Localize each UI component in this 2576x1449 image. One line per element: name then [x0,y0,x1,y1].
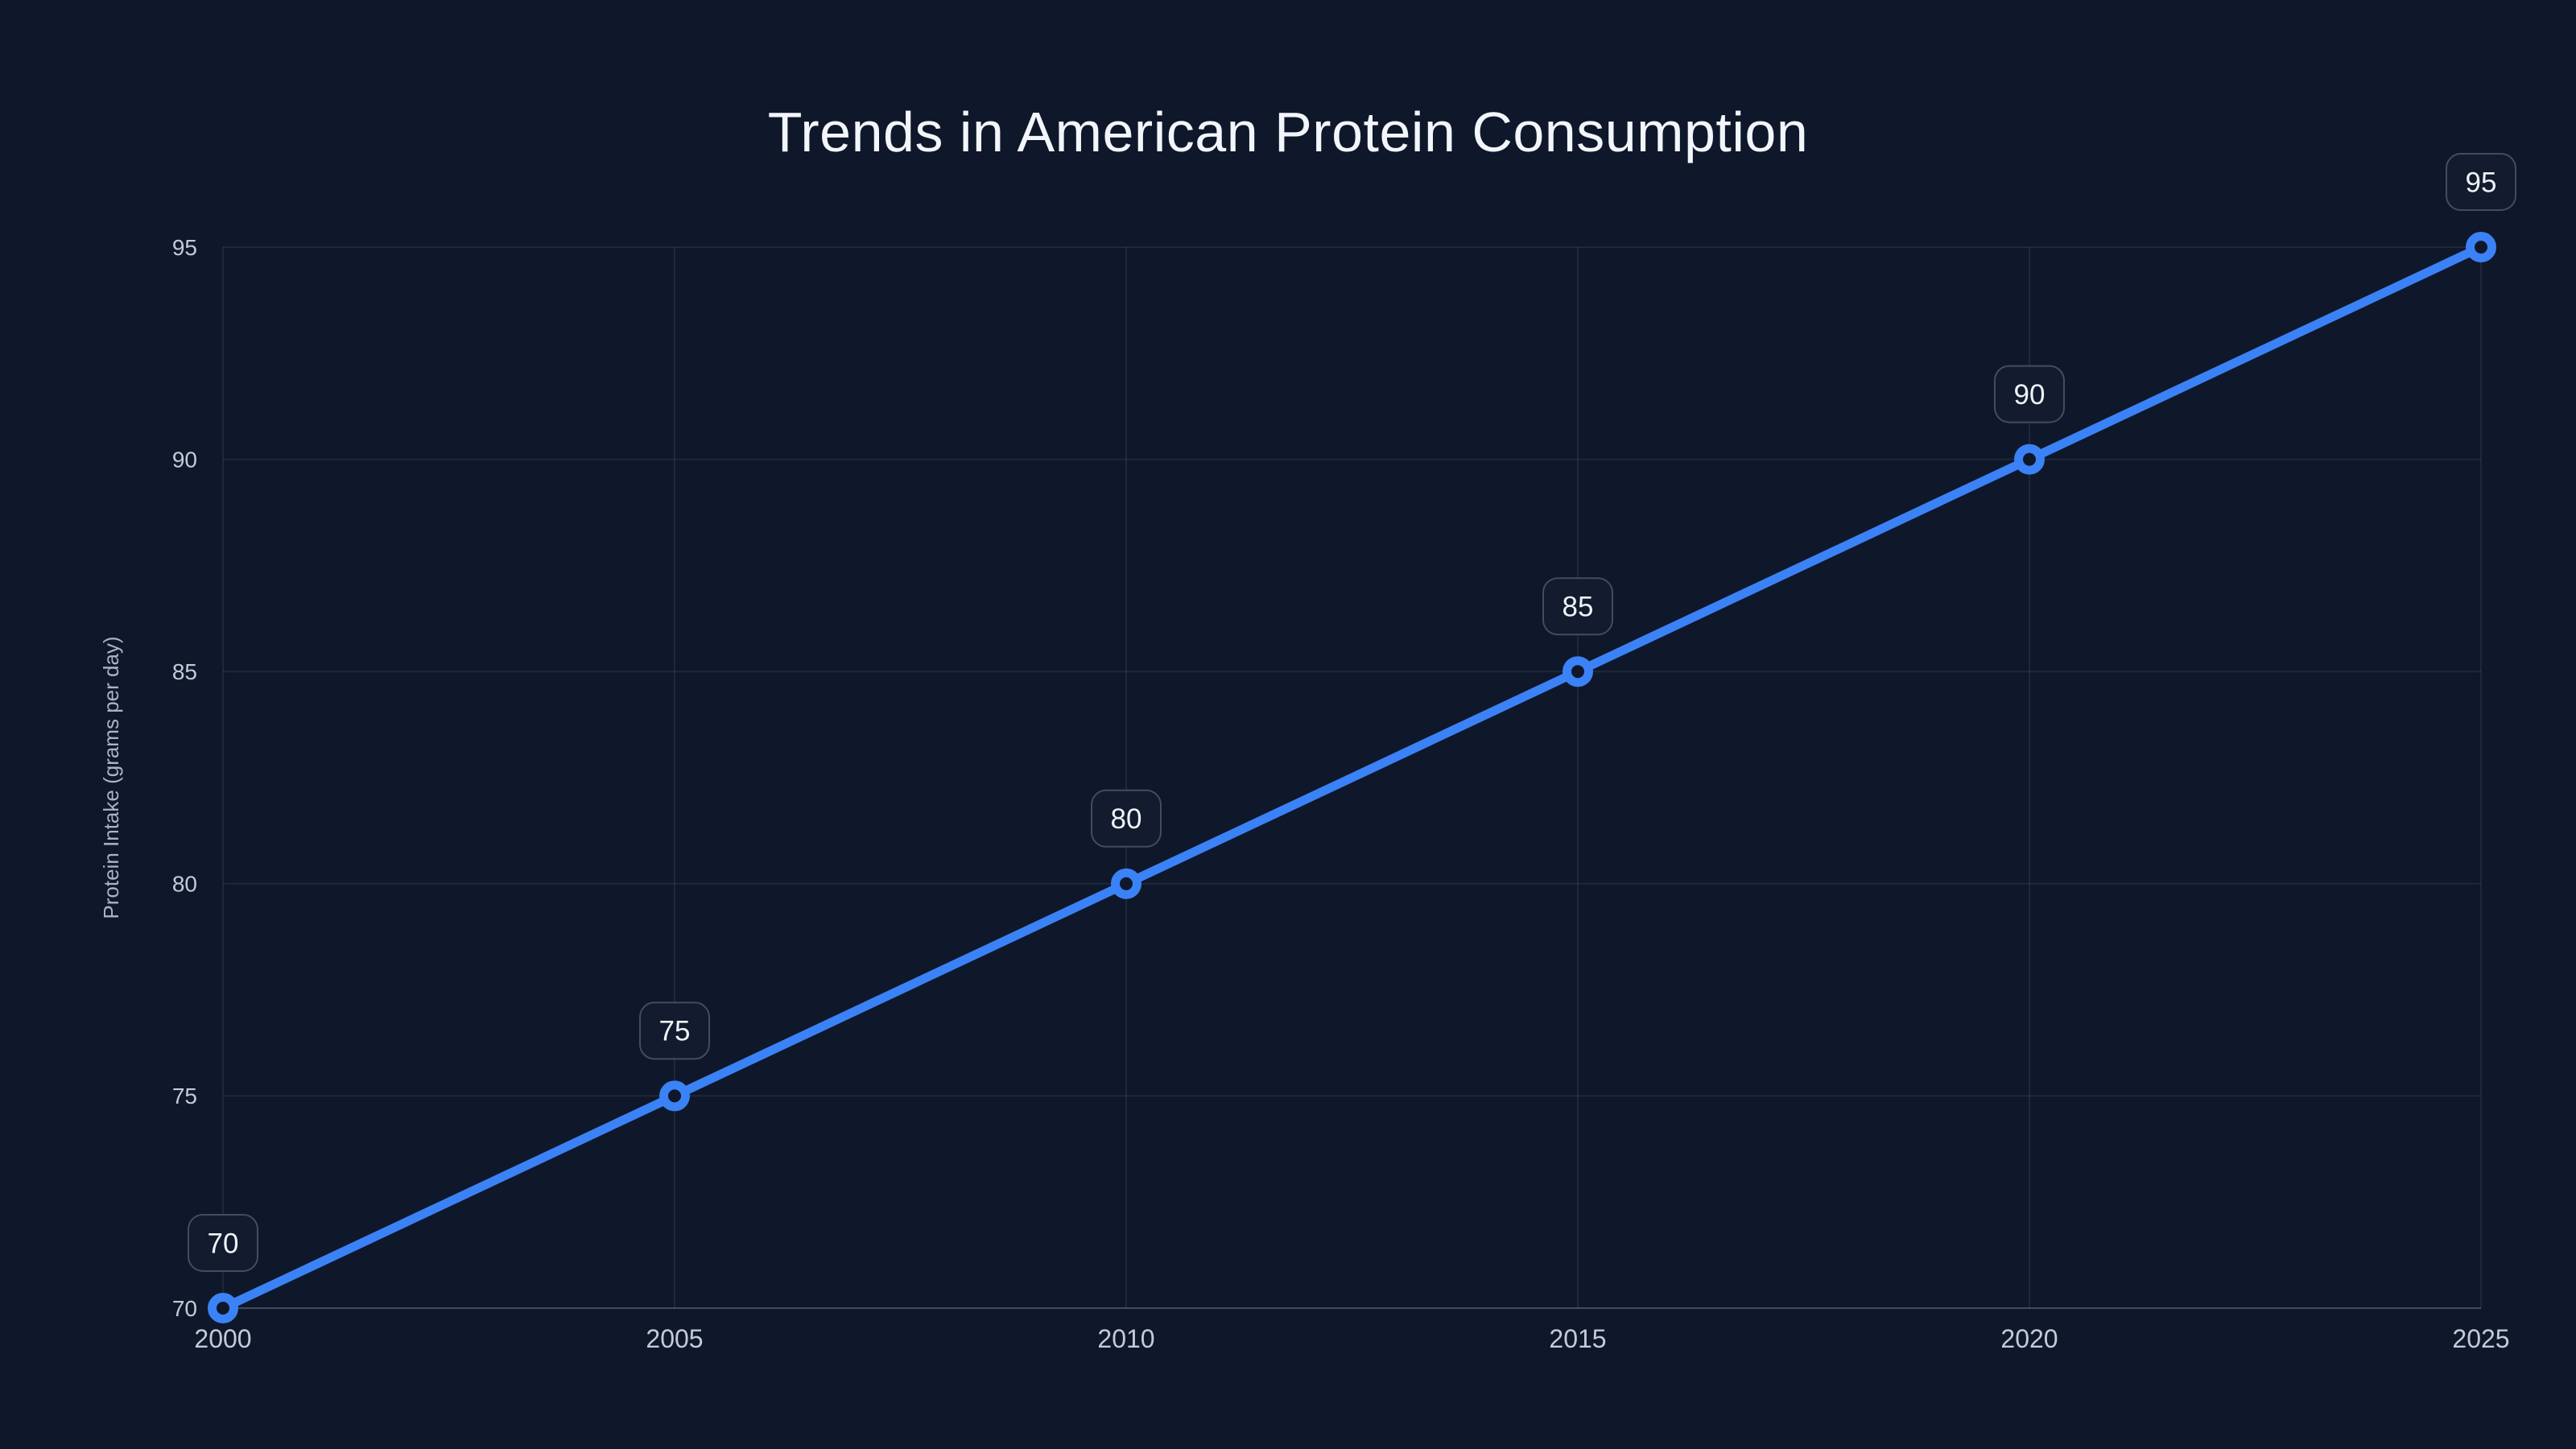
data-point-marker[interactable] [208,1293,238,1323]
y-tick-label: 70 [172,1296,197,1321]
data-point-marker[interactable] [2014,444,2045,475]
y-tick-label: 90 [172,447,197,472]
point-value-badge-label: 75 [659,1016,691,1047]
point-value-badge [1542,577,1613,636]
x-tick-label: 2025 [2452,1324,2509,1353]
y-axis-title: Protein Intake (grams per day) [99,636,123,919]
x-tick-label: 2000 [194,1324,251,1353]
point-value-badge-label: 80 [1111,803,1142,835]
x-tick-label: 2005 [646,1324,703,1353]
x-tick-label: 2020 [2000,1324,2058,1353]
data-line [218,242,2486,1313]
x-tick-label: 2015 [1549,1324,1606,1353]
point-value-badge-label: 95 [2466,167,2497,198]
point-value-badge [2446,153,2516,211]
data-point-marker[interactable] [1563,656,1593,687]
y-tick-label: 95 [172,235,197,260]
y-tick-label: 85 [172,659,197,684]
data-point-marker[interactable] [2466,232,2496,262]
chart-title: Trends in American Protein Consumption [767,101,1809,163]
point-value-badge [639,1001,710,1060]
data-point-marker[interactable] [1111,868,1141,899]
y-tick-label: 75 [172,1084,197,1108]
point-value-badge [188,1214,258,1272]
point-value-badge [1994,365,2065,423]
point-value-badge-label: 70 [208,1228,239,1259]
point-value-badge-label: 85 [1563,591,1594,622]
y-tick-label: 80 [172,872,197,897]
data-point-marker[interactable] [659,1080,690,1112]
point-value-badge [1091,789,1162,848]
x-tick-label: 2010 [1097,1324,1154,1353]
point-value-badge-label: 90 [2014,379,2046,411]
